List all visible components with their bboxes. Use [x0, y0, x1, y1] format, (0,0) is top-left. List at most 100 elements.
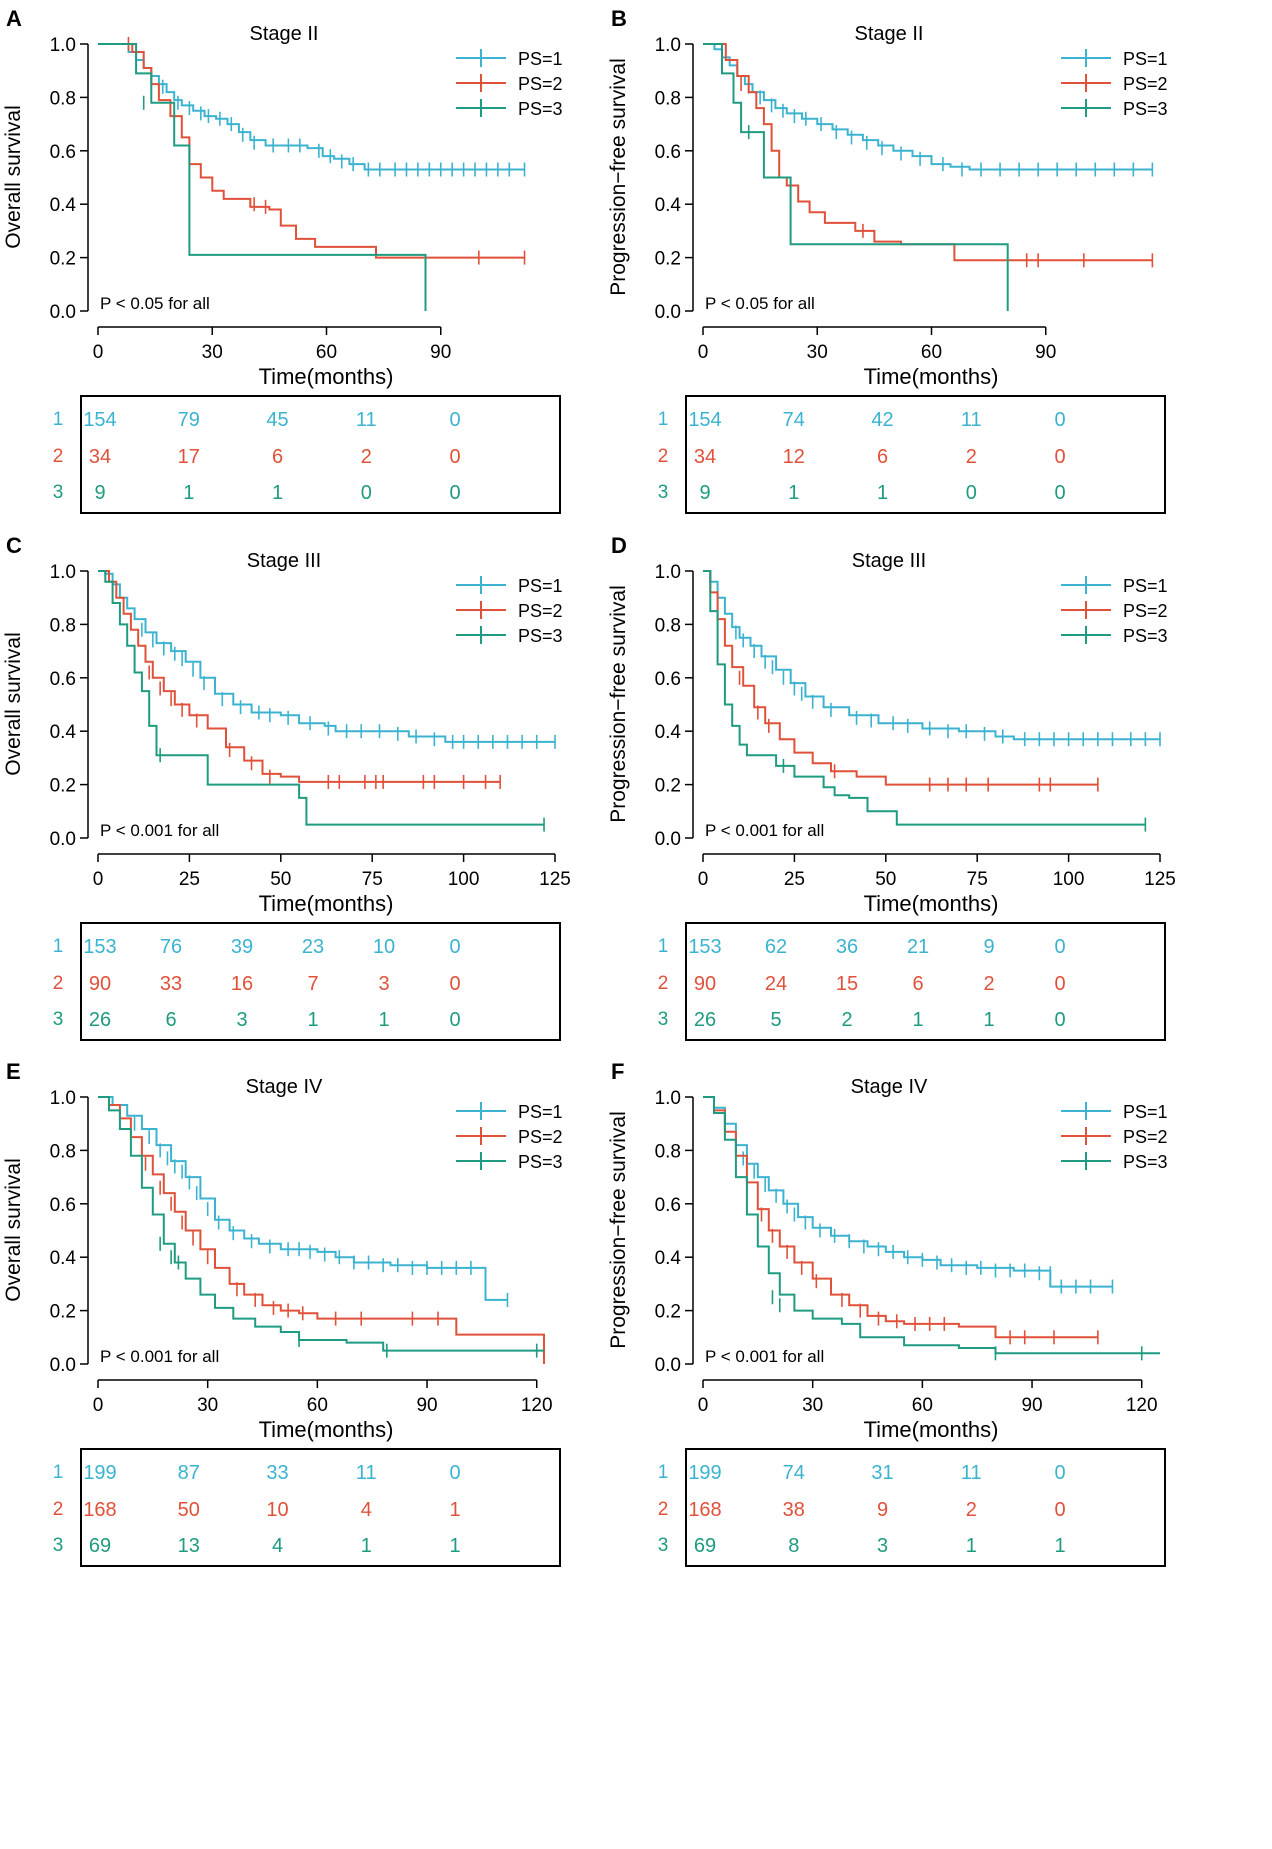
legend-label-1: PS=1: [1123, 49, 1168, 69]
risk-row-label-1: 1: [658, 409, 669, 430]
risk-cell: 9: [94, 482, 105, 504]
risk-cell: 39: [231, 936, 253, 958]
risk-cell: 9: [877, 1499, 888, 1521]
risk-cell: 154: [83, 409, 116, 431]
panel-title: Stage II: [855, 23, 924, 45]
risk-cell: 3: [378, 973, 389, 995]
x-tick-label: 90: [416, 1395, 437, 1416]
survival-curve-ps2: [98, 43, 525, 259]
risk-cell: 154: [688, 409, 721, 431]
legend-label-2: PS=2: [1123, 601, 1168, 621]
risk-cell: 0: [449, 936, 460, 958]
legend-label-2: PS=2: [518, 601, 563, 621]
x-axis-label: Time(months): [864, 1417, 999, 1442]
y-tick-label: 0.2: [50, 776, 76, 797]
risk-cell: 6: [877, 446, 888, 468]
risk-cell: 1: [449, 1499, 460, 1521]
panel-title: Stage III: [247, 550, 322, 572]
risk-cell: 45: [266, 409, 288, 431]
y-tick-label: 0.8: [655, 1141, 681, 1162]
risk-cell: 0: [449, 1009, 460, 1031]
y-tick-label: 0.0: [655, 302, 681, 323]
y-tick-label: 1.0: [655, 562, 681, 583]
panel-f: F Stage IV 0.0 0.2 0.4 0.6 0.8 1.0 Progression−f…: [607, 1059, 1168, 1567]
risk-table-frame: [80, 922, 561, 1041]
risk-cell: 1: [272, 482, 283, 504]
risk-cell: 1: [1054, 1535, 1065, 1557]
risk-cell: 1: [378, 1009, 389, 1031]
risk-row-label-3: 3: [658, 1535, 669, 1556]
risk-cell: 7: [307, 973, 318, 995]
x-tick-label: 30: [807, 342, 828, 363]
risk-cell: 31: [871, 1462, 893, 1484]
risk-cell: 1: [788, 482, 799, 504]
y-axis-label: Progression−free survival: [607, 1111, 630, 1349]
legend-label-3: PS=3: [518, 626, 563, 646]
survival-curve-ps2: [703, 570, 1098, 786]
panel-d: D Stage III 0.0 0.2 0.4 0.6 0.8 1.0 Progression−…: [607, 533, 1176, 1041]
y-tick-label: 0.4: [50, 722, 77, 743]
y-tick-label: 1.0: [655, 35, 681, 56]
y-axis-label: Progression−free survival: [607, 58, 630, 296]
risk-cell: 87: [178, 1462, 200, 1484]
x-tick-label: 0: [698, 342, 709, 363]
legend-label-3: PS=3: [518, 1152, 563, 1172]
risk-cell: 9: [699, 482, 710, 504]
risk-cell: 4: [272, 1535, 283, 1557]
p-value-annotation: P < 0.05 for all: [100, 294, 210, 313]
risk-row-label-1: 1: [658, 1462, 669, 1483]
x-tick-label: 25: [179, 869, 200, 890]
survival-curve-ps1: [703, 1096, 1113, 1288]
y-tick-label: 0.2: [50, 1302, 76, 1323]
risk-table-frame: [80, 1448, 561, 1567]
survival-curve-ps3: [98, 570, 544, 826]
legend-label-2: PS=2: [1123, 1127, 1168, 1147]
risk-row-label-3: 3: [53, 1535, 64, 1556]
risk-cell: 4: [361, 1499, 372, 1521]
y-tick-label: 1.0: [50, 1088, 76, 1109]
risk-cell: 1: [361, 1535, 372, 1557]
risk-row-label-2: 2: [658, 1499, 669, 1520]
risk-cell: 0: [449, 973, 460, 995]
risk-cell: 17: [178, 446, 200, 468]
legend-label-1: PS=1: [518, 576, 563, 596]
risk-row-label-3: 3: [53, 482, 64, 503]
risk-cell: 0: [1054, 936, 1065, 958]
y-tick-label: 0.0: [50, 302, 76, 323]
p-value-annotation: P < 0.001 for all: [705, 1347, 824, 1366]
p-value-annotation: P < 0.05 for all: [705, 294, 815, 313]
risk-cell: 10: [266, 1499, 288, 1521]
y-tick-label: 0.6: [655, 1195, 681, 1216]
y-tick-label: 0.2: [655, 776, 681, 797]
risk-cell: 0: [1054, 482, 1065, 504]
risk-cell: 2: [966, 1499, 977, 1521]
x-tick-label: 75: [967, 869, 988, 890]
x-tick-label: 90: [1035, 342, 1056, 363]
risk-cell: 74: [783, 409, 805, 431]
panel-letter: F: [611, 1059, 624, 1084]
y-tick-label: 0.4: [655, 1248, 682, 1269]
risk-cell: 11: [356, 1462, 377, 1484]
x-tick-label: 120: [1126, 1395, 1158, 1416]
risk-cell: 74: [783, 1462, 805, 1484]
risk-cell: 0: [449, 446, 460, 468]
risk-cell: 0: [966, 482, 977, 504]
p-value-annotation: P < 0.001 for all: [100, 821, 219, 840]
panel-letter: A: [6, 6, 22, 31]
legend-label-2: PS=2: [518, 74, 563, 94]
risk-cell: 34: [694, 446, 716, 468]
y-tick-label: 0.4: [50, 1248, 77, 1269]
risk-cell: 90: [89, 973, 111, 995]
y-axis-label: Overall survival: [2, 632, 25, 776]
y-tick-label: 0.2: [50, 249, 76, 270]
risk-cell: 26: [89, 1009, 111, 1031]
risk-cell: 153: [83, 936, 116, 958]
x-axis-label: Time(months): [864, 891, 999, 916]
y-tick-label: 0.2: [655, 1302, 681, 1323]
risk-cell: 2: [841, 1009, 852, 1031]
survival-curve-ps2: [98, 570, 501, 783]
survival-curve-ps1: [703, 43, 1153, 171]
survival-curve-ps1: [98, 43, 525, 171]
risk-cell: 3: [236, 1009, 247, 1031]
x-axis-label: Time(months): [259, 891, 394, 916]
